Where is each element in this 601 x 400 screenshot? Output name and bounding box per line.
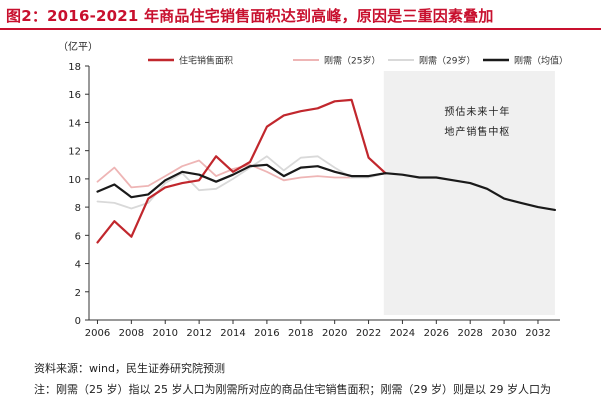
y-axis-unit: （亿平） xyxy=(58,40,98,53)
x-tick-label: 2030 xyxy=(491,328,516,339)
figure-title: 图2：2016-2021 年商品住宅销售面积达到高峰，原因是三重因素叠加 xyxy=(6,7,494,25)
y-tick-label: 6 xyxy=(75,231,81,242)
legend-label-3: 刚需（29岁） xyxy=(419,55,475,67)
x-tick-label: 2016 xyxy=(254,328,279,339)
title-divider xyxy=(0,28,601,30)
x-tick-label: 2026 xyxy=(424,328,449,339)
y-tick-label: 4 xyxy=(75,260,81,271)
forecast-label-line2: 地产销售中枢 xyxy=(444,125,510,138)
x-tick-label: 2018 xyxy=(288,328,313,339)
x-tick-label: 2022 xyxy=(356,328,381,339)
y-tick-label: 16 xyxy=(68,90,81,101)
y-tick-label: 12 xyxy=(68,147,81,158)
legend-label-1: 住宅销售面积 xyxy=(179,55,233,67)
y-tick-label: 18 xyxy=(68,62,81,73)
x-tick-label: 2028 xyxy=(457,328,482,339)
x-tick-label: 2008 xyxy=(119,328,144,339)
forecast-label-line1: 预估未来十年 xyxy=(444,105,510,118)
series-layer xyxy=(96,98,557,244)
y-tick-label: 8 xyxy=(75,203,81,214)
series-line-1 xyxy=(96,98,387,244)
y-tick-label: 14 xyxy=(68,118,81,129)
x-tick-label: 2010 xyxy=(153,328,178,339)
legend-label-2: 刚需（25岁） xyxy=(324,55,380,67)
y-tick-label: 0 xyxy=(75,316,81,327)
legend-layer: 住宅销售面积 刚需（25岁） 刚需（29岁） 刚需（均值） xyxy=(148,55,568,67)
x-tick-label: 2012 xyxy=(186,328,211,339)
x-tick-label: 2032 xyxy=(525,328,550,339)
axes-layer: 0 2 4 6 8 10 12 14 16 18 （亿平） 2006 2008 2010 2012 2014 2… xyxy=(58,40,560,339)
x-tick-label: 2024 xyxy=(390,328,415,339)
y-tick-label: 2 xyxy=(75,288,81,299)
x-tick-label: 2006 xyxy=(85,328,110,339)
y-tick-label: 10 xyxy=(68,175,81,186)
forecast-region xyxy=(383,71,555,315)
x-tick-label: 2020 xyxy=(322,328,347,339)
series-line-4 xyxy=(96,163,557,211)
series-line-3 xyxy=(96,155,387,210)
source-note: 资料来源：wind，民生证券研究院预测 xyxy=(34,362,226,375)
footnote: 注：刚需（25 岁）指以 25 岁人口为刚需所对应的商品住宅销售面积；刚需（29… xyxy=(34,383,551,396)
x-tick-label: 2014 xyxy=(220,328,245,339)
legend-label-4: 刚需（均值） xyxy=(514,55,568,67)
